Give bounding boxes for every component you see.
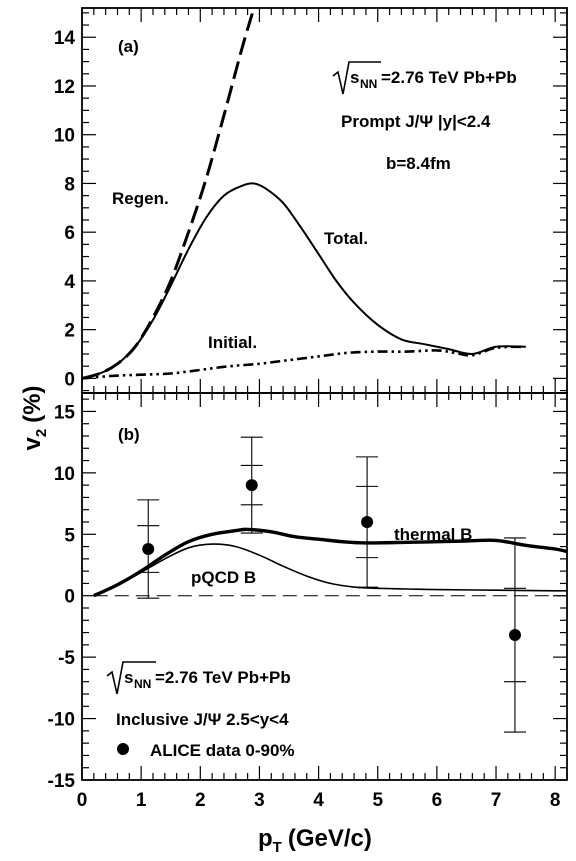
y-axis-title-sub: 2 xyxy=(33,429,50,437)
energy-prefix-b: s xyxy=(124,668,133,687)
legend-label-alice: ALICE data 0-90% xyxy=(150,741,295,760)
data-marker xyxy=(142,543,155,556)
panel-b-curves xyxy=(93,527,567,598)
panel-a-y-tick-label: 2 xyxy=(64,321,75,342)
panel-b-energy-annotation: s NN =2.76 TeV Pb+Pb xyxy=(106,661,291,695)
panel-a-y-tick-label: 14 xyxy=(54,28,76,49)
sqrt-sign-a xyxy=(332,61,381,95)
series-thermal-b xyxy=(93,527,567,598)
panel-a-label: (a) xyxy=(118,37,139,56)
x-tick-label: 4 xyxy=(313,790,324,811)
impact-annotation-a: b=8.4fm xyxy=(386,154,451,173)
panel-b-data-points xyxy=(137,436,526,733)
legend-marker-alice xyxy=(117,743,129,755)
panel-b: 0 1 2 3 4 5 6 7 8 -15 -10 -5 0 5 10 15 (b) thermal B pQ… xyxy=(48,392,568,811)
x-tick-label: 8 xyxy=(550,790,561,811)
x-axis-title-main: p xyxy=(258,825,273,852)
x-axis-title: pT (GeV/c) xyxy=(258,825,372,856)
panel-b-ticks: 0 1 2 3 4 5 6 7 8 -15 -10 -5 0 5 10 15 xyxy=(48,393,568,811)
panel-a-y-tick-label: 4 xyxy=(64,272,75,293)
alice-data-point xyxy=(240,436,263,534)
sqrt-sign-b xyxy=(106,661,156,695)
panel-a-y-tick-label: 8 xyxy=(64,174,75,195)
panel-a-y-tick-label: 10 xyxy=(54,126,75,147)
curve-label-initial: Initial. xyxy=(208,333,257,352)
panel-a-y-tick-label: 6 xyxy=(64,223,75,244)
y-axis-title: v2 (%) xyxy=(19,385,50,450)
panel-b-frame xyxy=(81,392,568,781)
series-initial xyxy=(82,345,526,380)
panel-a-ticks: 0 2 4 6 8 10 12 14 xyxy=(54,8,568,393)
panel-a-y-tick-label: 12 xyxy=(54,77,75,98)
alice-data-point xyxy=(137,499,160,599)
data-marker xyxy=(361,516,374,528)
panel-b-y-tick-label: 5 xyxy=(64,525,75,546)
panel-b-y-tick-label: 0 xyxy=(64,587,75,608)
x-tick-label: 2 xyxy=(195,790,206,811)
rapidity-annotation-b: Inclusive J/Ψ 2.5<y<4 xyxy=(116,710,289,729)
panel-b-y-tick-label: -15 xyxy=(48,771,76,792)
series-pqcd-b xyxy=(93,543,567,597)
curve-label-total: Total. xyxy=(324,229,368,248)
series-total xyxy=(82,182,526,380)
y-axis-title-main: v xyxy=(19,437,46,451)
curve-label-regen: Regen. xyxy=(112,189,169,208)
energy-rest-b: =2.76 TeV Pb+Pb xyxy=(155,668,291,687)
x-tick-label: 1 xyxy=(136,790,147,811)
panel-b-label: (b) xyxy=(118,425,140,444)
x-tick-label: 5 xyxy=(372,790,383,811)
x-axis-title-rest: (GeV/c) xyxy=(288,825,372,852)
panel-a: 0 2 4 6 8 10 12 14 (a) s NN =2.76 TeV Pb+Pb Pro… xyxy=(54,7,568,394)
panel-b-y-tick-label: 15 xyxy=(54,402,76,423)
energy-prefix-a: s xyxy=(350,68,359,87)
curve-label-pqcd-b: pQCD B xyxy=(191,568,256,587)
panel-b-y-tick-label: -5 xyxy=(58,648,75,669)
alice-data-point xyxy=(503,537,526,733)
data-marker xyxy=(508,629,521,642)
y-axis-title-rest: (%) xyxy=(19,385,46,422)
energy-sub-a: NN xyxy=(360,77,377,91)
curve-label-thermal-b: thermal B xyxy=(394,525,472,544)
rapidity-annotation-a: Prompt J/Ψ |y|<2.4 xyxy=(341,112,491,131)
panel-b-y-tick-label: -10 xyxy=(48,710,75,731)
panel-b-y-tick-label: 10 xyxy=(54,464,75,485)
alice-data-point xyxy=(356,456,379,588)
panel-a-curves xyxy=(82,8,526,380)
x-axis-title-sub: T xyxy=(273,839,282,856)
x-tick-label: 3 xyxy=(254,790,265,811)
energy-sub-b: NN xyxy=(134,677,151,691)
panel-a-energy-annotation: s NN =2.76 TeV Pb+Pb xyxy=(332,61,517,95)
svg-text:v2(%): v2 (%) xyxy=(19,385,50,450)
data-marker xyxy=(245,479,258,492)
x-tick-label: 6 xyxy=(432,790,443,811)
x-tick-label: 0 xyxy=(77,790,88,811)
panel-a-y-tick-label: 0 xyxy=(64,369,75,390)
energy-rest-a: =2.76 TeV Pb+Pb xyxy=(381,68,517,87)
x-tick-label: 7 xyxy=(491,790,502,811)
